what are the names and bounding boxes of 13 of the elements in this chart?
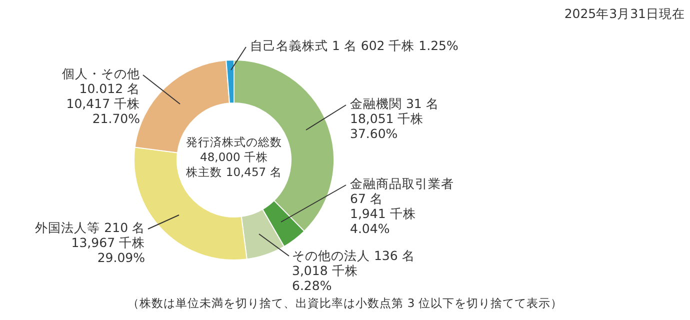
text: 発行済株式の総数 [186,135,282,149]
data-label: 10.012 名 10,417 千株 21.70% [66,81,140,126]
slice-label: 金融機関 31 名 18,051 千株 37.60% [350,96,439,141]
slice-label: 個人・その他 [62,66,140,81]
slice-label: 金融商品取引業者 [350,176,454,191]
text: 48,000 千株 [200,150,268,164]
data-label: 67 名 1,941 千株 4.04% [350,191,416,236]
text: 2025年3月31日現在 [564,6,685,21]
slice-label: 自己名義株式 1 名 602 千株 1.25% [250,38,459,53]
text: （株数は単位未満を切り捨て、出資比率は小数点第 3 位以下を切り捨てて表示） [128,296,562,310]
text: 株主数 10,457 名 [185,165,282,179]
slice-label: その他の法人 136 名 3,018 千株 6.28% [292,248,415,293]
slice-label: 外国法人等 210 名 13,967 千株 29.09% [35,220,146,265]
